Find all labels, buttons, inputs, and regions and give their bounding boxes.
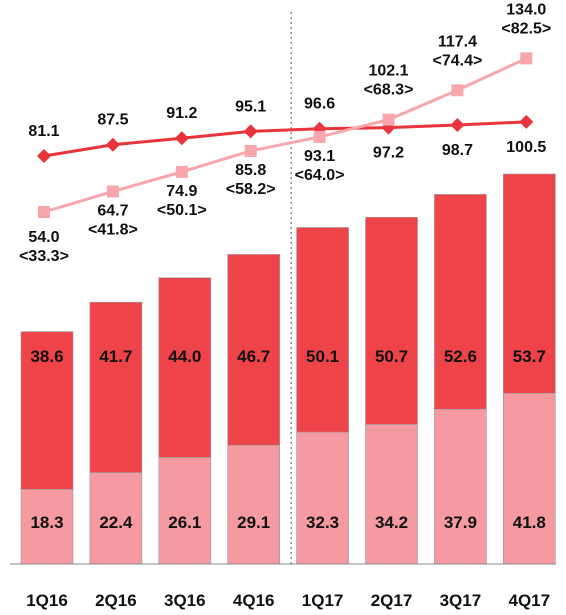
line-secondary-label: <74.4>: [432, 52, 482, 69]
line-data-label: 85.8: [235, 162, 266, 179]
bar-segment-upper: [227, 254, 280, 446]
line-data-label: 102.1: [368, 63, 408, 80]
bar-segment-lower: [158, 457, 212, 565]
tick-label: 1Q16: [26, 591, 68, 610]
tick-label: 2Q17: [371, 591, 413, 610]
square-marker: [106, 185, 119, 198]
line-data-label: 134.0: [506, 1, 546, 18]
diamond-marker: [450, 118, 465, 133]
data-label-lower: 29.1: [237, 513, 270, 532]
tick-label: 4Q17: [509, 591, 551, 610]
data-label-lower: 37.9: [444, 513, 477, 532]
data-label-lower: 34.2: [375, 513, 408, 532]
data-label-upper: 46.7: [237, 347, 270, 366]
diamond-marker: [243, 124, 258, 139]
data-label-upper: 50.1: [306, 347, 339, 366]
square-marker: [382, 113, 395, 126]
bar-segment-upper: [434, 194, 487, 410]
line-data-label: 96.6: [304, 96, 335, 113]
line-data-label: 95.1: [235, 98, 266, 115]
line-data-label: 74.9: [166, 183, 197, 200]
data-label-lower: 22.4: [99, 513, 133, 532]
bar-segment-upper: [296, 227, 349, 433]
line-data-label: 54.0: [28, 229, 59, 246]
square-marker: [175, 165, 188, 178]
line-secondary-label: <41.8>: [88, 221, 138, 238]
tick-label: 3Q16: [164, 591, 206, 610]
data-label-upper: 50.7: [375, 347, 408, 366]
bar-segment-upper: [89, 301, 143, 473]
line-data-label: 81.1: [28, 123, 59, 140]
line-series-diamond: [43, 120, 527, 158]
bar-segment-lower: [296, 431, 349, 565]
line-secondary-label: <58.2>: [226, 181, 276, 198]
square-marker: [313, 130, 326, 143]
bar-segment-upper: [20, 331, 74, 490]
bar-segment-lower: [227, 444, 280, 565]
lines: [37, 52, 534, 218]
line-data-label: 93.1: [304, 148, 335, 165]
diamond-marker: [174, 131, 189, 146]
square-marker: [244, 144, 257, 157]
bar-segment-lower: [365, 424, 418, 565]
bar-segment-upper: [365, 216, 418, 425]
data-label-upper: 44.0: [168, 347, 201, 366]
diamond-marker: [519, 114, 534, 129]
bar-segment-upper: [158, 277, 212, 458]
line-data-label: 100.5: [506, 139, 546, 156]
line-data-label: 87.5: [97, 112, 128, 129]
data-label-upper: 41.7: [99, 347, 132, 366]
bar-segment-upper: [502, 173, 556, 394]
tick-label: 1Q17: [302, 591, 344, 610]
labels: 18.3 38.6 22.4 41.7 26.1 44.0 29.1 46.7 32.3 50.1…: [19, 1, 551, 532]
bar-segment-lower: [434, 408, 487, 565]
line-secondary-label: <68.3>: [364, 82, 414, 99]
line-data-label: 97.2: [373, 145, 404, 162]
square-marker: [520, 52, 533, 65]
line-data-label: 64.7: [97, 202, 128, 219]
data-label-upper: 53.7: [513, 347, 546, 366]
line-secondary-label: <82.5>: [501, 20, 551, 37]
tick-label: 4Q16: [233, 591, 275, 610]
line-secondary-label: <50.1>: [157, 202, 207, 219]
line-series-square: [43, 57, 527, 214]
line-data-label: 91.2: [166, 105, 197, 122]
data-label-upper: 52.6: [444, 347, 477, 366]
bar-segment-lower: [20, 488, 74, 565]
square-marker: [38, 206, 50, 218]
tick-label: 2Q16: [95, 591, 137, 610]
square-marker: [451, 84, 464, 97]
data-label-lower: 18.3: [30, 513, 63, 532]
bar-segment-lower: [502, 392, 556, 565]
data-label-lower: 41.8: [513, 513, 546, 532]
line-secondary-label: <64.0>: [295, 167, 345, 184]
line-data-label: 98.7: [442, 142, 473, 159]
data-label-lower: 32.3: [306, 513, 339, 532]
bars: [20, 173, 556, 565]
diamond-marker: [37, 149, 51, 163]
tick-label: 3Q17: [440, 591, 482, 610]
x-axis: 1Q16 2Q16 3Q16 4Q16 1Q17 2Q17 3Q17 4Q17: [10, 563, 556, 610]
diamond-marker: [105, 137, 120, 152]
line-data-label: 117.4: [438, 33, 477, 50]
data-label-upper: 38.6: [30, 347, 63, 366]
line-secondary-label: <33.3>: [19, 248, 69, 265]
data-label-lower: 26.1: [168, 513, 201, 532]
